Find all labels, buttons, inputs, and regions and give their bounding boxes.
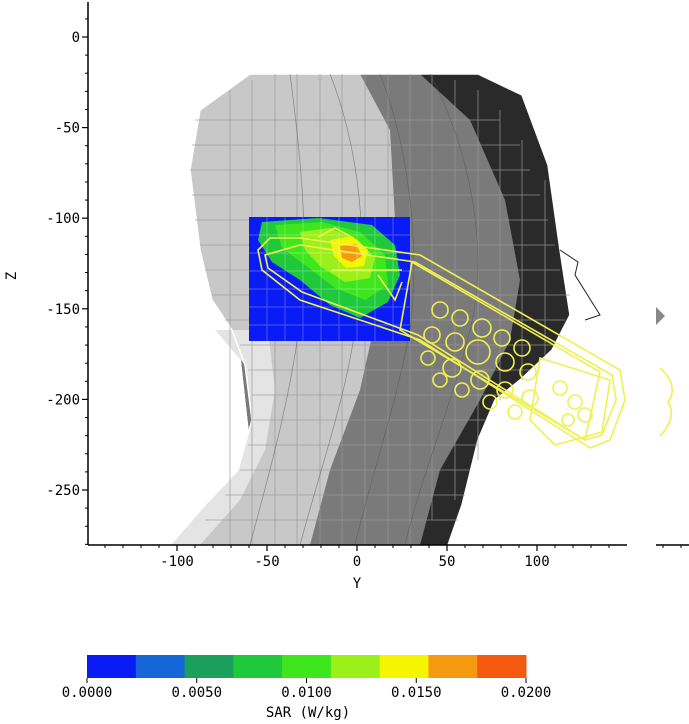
colorbar-tick-label: 0.0100: [281, 685, 332, 701]
colorbar-tick-label: 0.0050: [171, 685, 222, 701]
x-tick-label: 100: [524, 554, 549, 570]
colorbar-tick-label: 0.0000: [62, 685, 113, 701]
colorbar-segment: [477, 655, 527, 678]
y-tick-label: 0: [72, 30, 80, 46]
colorbar-segment: [282, 655, 332, 678]
y-tick-label: -250: [46, 483, 80, 499]
colorbar-label: SAR (W/kg): [266, 705, 350, 721]
colorbar-segment: [330, 655, 381, 678]
head-outline: [169, 73, 571, 545]
colorbar: [87, 655, 527, 678]
phone-keypad: [420, 301, 593, 427]
x-tick-label: -50: [254, 554, 279, 570]
colorbar-tick-labels: 0.0000 0.0050 0.0100 0.0150 0.0200: [62, 678, 552, 701]
x-tick-label: -100: [160, 554, 194, 570]
y-tick-label: -100: [46, 211, 80, 227]
colorbar-tick-label: 0.0200: [501, 685, 552, 701]
colorbar-segment: [233, 655, 283, 678]
x-tick-label: 0: [353, 554, 361, 570]
y-tick-label: -150: [46, 302, 80, 318]
phone-outline: [257, 227, 673, 449]
colorbar-tick-label: 0.0150: [391, 685, 442, 701]
x-tick-label: 50: [439, 554, 456, 570]
colorbar-segment: [135, 655, 186, 678]
axis-tick-labels: -100 -50 0 50 100 0 -50 -100 -150 -200 -250: [46, 30, 549, 570]
phone-antenna-marker: [656, 307, 665, 325]
z-axis-label: Z: [4, 272, 20, 280]
colorbar-segment: [379, 655, 429, 678]
y-tick-label: -50: [55, 121, 80, 137]
colorbar-segment: [184, 655, 234, 678]
y-tick-label: -200: [46, 392, 80, 408]
colorbar-segment: [87, 655, 137, 678]
axis-ticks: [82, 18, 682, 551]
head-neck-light: [170, 330, 275, 545]
y-axis-label: Y: [353, 576, 362, 592]
sar-grid: [249, 217, 410, 341]
colorbar-segment: [428, 655, 478, 678]
nose-chin-profile: [559, 249, 601, 321]
